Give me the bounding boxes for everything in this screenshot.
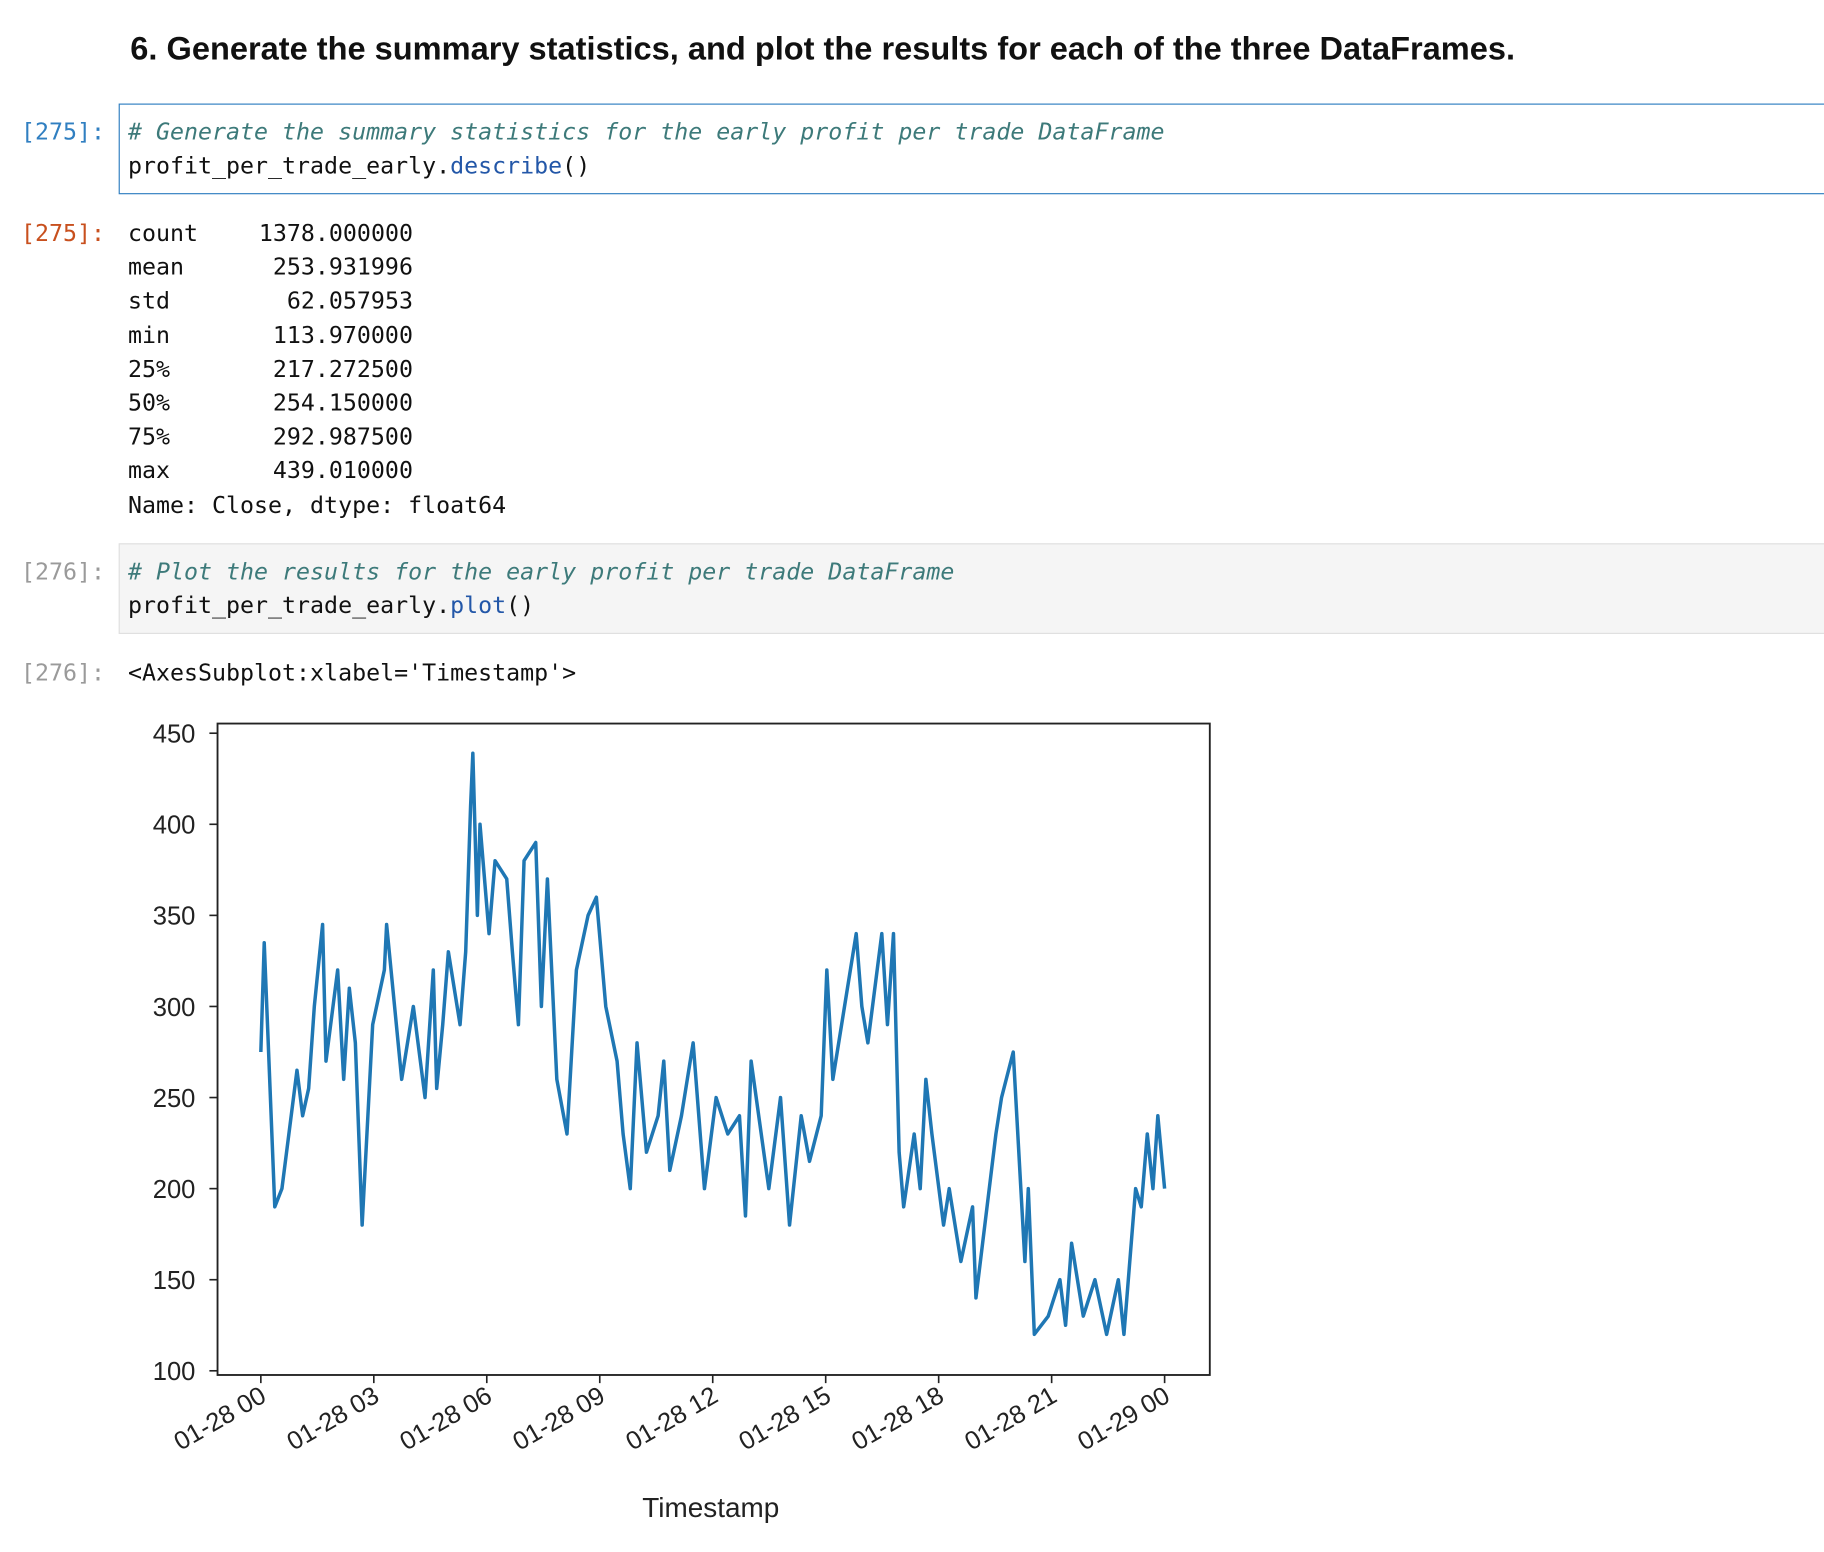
- stat-name: mean: [127, 252, 184, 281]
- code-call: (): [562, 151, 591, 180]
- y-tick-label: 250: [153, 1085, 196, 1113]
- data-line: [259, 751, 1167, 1337]
- x-tick-label: 01-28 06: [395, 1382, 496, 1457]
- stat-name: max: [127, 456, 170, 485]
- stat-value: 439.010000: [272, 456, 413, 485]
- y-tick-label: 350: [153, 903, 196, 931]
- x-tick-label: 01-28 12: [621, 1382, 722, 1457]
- stat-value: 253.931996: [272, 252, 413, 281]
- out-prompt: [276]:: [20, 658, 105, 687]
- x-axis-label: Timestamp: [642, 1492, 779, 1523]
- dtype-line: Name: Close, dtype: float64: [127, 490, 507, 519]
- code-line: # Generate the summary statistics for th…: [128, 115, 1165, 149]
- code-method: plot: [450, 590, 507, 619]
- axes-frame: [216, 722, 1211, 1376]
- x-tick-label: 01-28 15: [734, 1382, 835, 1457]
- x-tick-label: 01-28 09: [508, 1382, 609, 1457]
- code-line: profit_per_trade_early.describe(): [128, 149, 590, 183]
- stat-value: 254.150000: [272, 388, 413, 417]
- heading: 6. Generate the summary statistics, and …: [130, 30, 1516, 67]
- stat-value: 113.970000: [272, 320, 413, 349]
- in-prompt: [276]:: [20, 557, 105, 586]
- code-line: # Plot the results for the early profit …: [128, 555, 954, 589]
- x-tick-label: 01-28 21: [960, 1382, 1061, 1457]
- x-tick-label: 01-28 00: [169, 1382, 270, 1457]
- stat-name: min: [127, 320, 170, 349]
- stat-value: 292.987500: [272, 422, 413, 451]
- stat-name: std: [127, 286, 170, 315]
- stat-name: 25%: [127, 354, 170, 383]
- y-tick-label: 200: [153, 1176, 196, 1204]
- stat-name: 50%: [127, 388, 170, 417]
- stat-name: count: [127, 218, 199, 247]
- x-tick-label: 01-28 03: [282, 1382, 383, 1457]
- y-tick-label: 100: [153, 1358, 196, 1386]
- in-prompt: [275]:: [20, 117, 105, 146]
- code-call: (): [506, 590, 535, 619]
- code-object: profit_per_trade_early.: [127, 151, 451, 180]
- y-tick-label: 400: [153, 812, 196, 840]
- stat-value: 62.057953: [286, 286, 413, 315]
- y-tick-label: 450: [153, 721, 196, 749]
- out-prompt: [275]:: [20, 218, 105, 247]
- code-line: profit_per_trade_early.plot(): [128, 589, 534, 623]
- y-tick-label: 150: [153, 1267, 196, 1295]
- repr-output: <AxesSubplot:xlabel='Timestamp'>: [127, 658, 577, 687]
- code-comment: # Plot the results for the early profit …: [127, 557, 955, 586]
- x-tick-label: 01-29 00: [1073, 1382, 1174, 1457]
- x-tick-label: 01-28 18: [847, 1382, 948, 1457]
- code-cell[interactable]: # Generate the summary statistics for th…: [118, 103, 1824, 195]
- code-method: describe: [450, 151, 563, 180]
- code-comment: # Generate the summary statistics for th…: [127, 117, 1165, 146]
- code-object: profit_per_trade_early.: [127, 590, 451, 619]
- y-tick-label: 300: [153, 994, 196, 1022]
- stat-value: 217.272500: [272, 354, 413, 383]
- stat-name: 75%: [127, 422, 170, 451]
- stat-value: 1378.000000: [258, 218, 413, 247]
- code-cell[interactable]: # Plot the results for the early profit …: [118, 543, 1824, 634]
